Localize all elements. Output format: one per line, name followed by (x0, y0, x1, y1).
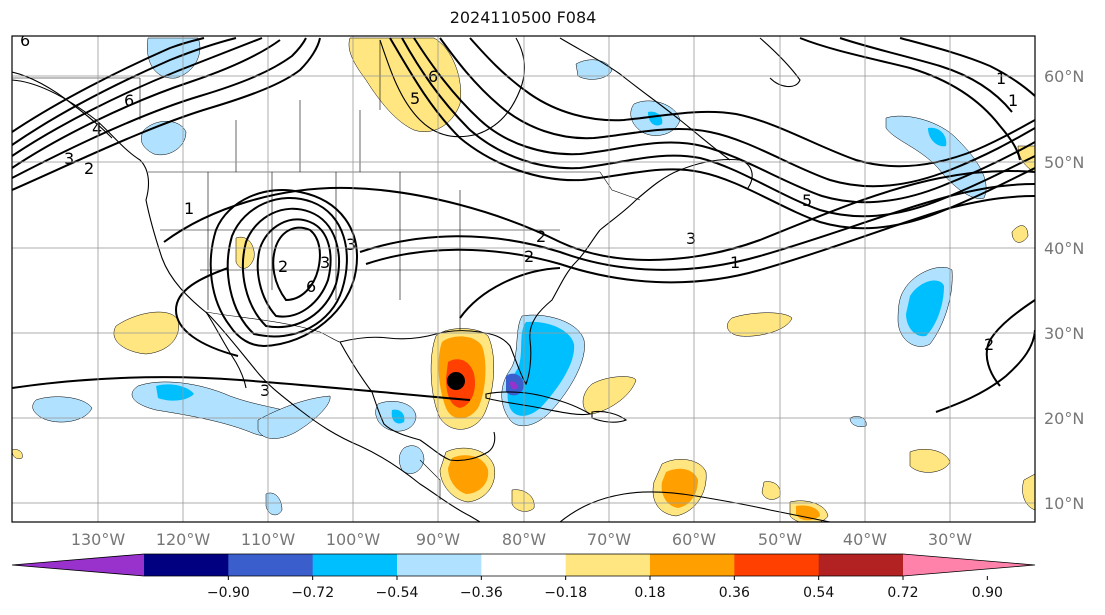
contour-label: 6 (306, 277, 316, 296)
colorbar-tick-label: 0.36 (719, 585, 750, 601)
colorbar-segment (481, 554, 567, 576)
colorbar-tick-label: −0.90 (207, 585, 250, 601)
colorbar-segment (312, 554, 398, 576)
longitude-label: 110°W (241, 530, 296, 549)
colorbar-tick-label: 0.72 (887, 585, 918, 601)
colorbar-segment (397, 554, 482, 576)
contour-label: 1 (730, 253, 740, 272)
colorbar-extend-high (903, 554, 1035, 576)
longitude-label: 90°W (416, 530, 460, 549)
colorbar-segment (565, 554, 651, 576)
contour-label: 2 (84, 159, 94, 178)
colorbar-extend-low (12, 554, 144, 576)
map-title: 2024110500 F084 (449, 8, 597, 27)
colorbar-tick-label: 0.18 (634, 585, 665, 601)
colorbar-segment (734, 554, 820, 576)
coastlines (12, 37, 831, 522)
colorbar-tick-label: −0.36 (460, 585, 503, 601)
contour-label: 2 (536, 227, 546, 246)
contour-label: 3 (686, 229, 696, 248)
contour-label: 4 (92, 119, 102, 138)
latitude-label: 10°N (1044, 494, 1084, 513)
latitude-labels: 60°N 50°N 40°N 30°N 20°N 10°N (1044, 67, 1084, 513)
colorbar-segment (228, 554, 314, 576)
contour-label: 2 (524, 247, 534, 266)
colorbar: −0.90 −0.72 −0.54 −0.36 −0.18 0.18 0.36 0.54 0.7… (11, 553, 1036, 601)
colorbar-tick-label: −0.54 (376, 585, 419, 601)
contour-label: 3 (260, 381, 270, 400)
contour-label: 2 (984, 335, 994, 354)
longitude-label: 40°W (843, 530, 887, 549)
colorbar-outline (11, 553, 1036, 577)
colorbar-segment (818, 554, 904, 576)
longitude-label: 130°W (71, 530, 126, 549)
colorbar-tick-label: −0.72 (291, 585, 334, 601)
contour-label: 3 (320, 253, 330, 272)
longitude-label: 100°W (326, 530, 381, 549)
longitude-label: 70°W (587, 530, 631, 549)
longitude-labels: 130°W 120°W 110°W 100°W 90°W 80°W 70°W 60°W 50°W… (71, 530, 972, 549)
latitude-label: 20°N (1044, 409, 1084, 428)
longitude-label: 60°W (672, 530, 716, 549)
longitude-label: 80°W (502, 530, 546, 549)
contour-label: 1 (996, 69, 1006, 88)
contour-label: 3 (346, 235, 356, 254)
contour-label: 5 (410, 89, 420, 108)
contour-label: 1 (184, 199, 194, 218)
storm-center-marker (447, 372, 465, 390)
map-frame (11, 35, 1036, 523)
latitude-label: 30°N (1044, 324, 1084, 343)
longitude-label: 50°W (758, 530, 802, 549)
graticule (12, 36, 1035, 522)
latitude-label: 60°N (1044, 67, 1084, 86)
colorbar-segment (650, 554, 735, 576)
contour-label: 3 (64, 149, 74, 168)
latitude-label: 50°N (1044, 153, 1084, 172)
contour-lines (12, 37, 1035, 413)
latitude-label: 40°N (1044, 239, 1084, 258)
contour-label: 1 (1008, 91, 1018, 110)
contour-label: 6 (20, 31, 30, 50)
colorbar-tick-label: 0.90 (972, 585, 1003, 601)
colorbar-segment (144, 554, 229, 576)
colorbar-tick-label: −0.18 (544, 585, 587, 601)
contour-label: 6 (124, 91, 134, 110)
longitude-label: 120°W (156, 530, 211, 549)
contour-label: 5 (802, 191, 812, 210)
longitude-label: 30°W (928, 530, 972, 549)
contour-label: 2 (278, 257, 288, 276)
colorbar-tick-label: 0.54 (803, 585, 834, 601)
